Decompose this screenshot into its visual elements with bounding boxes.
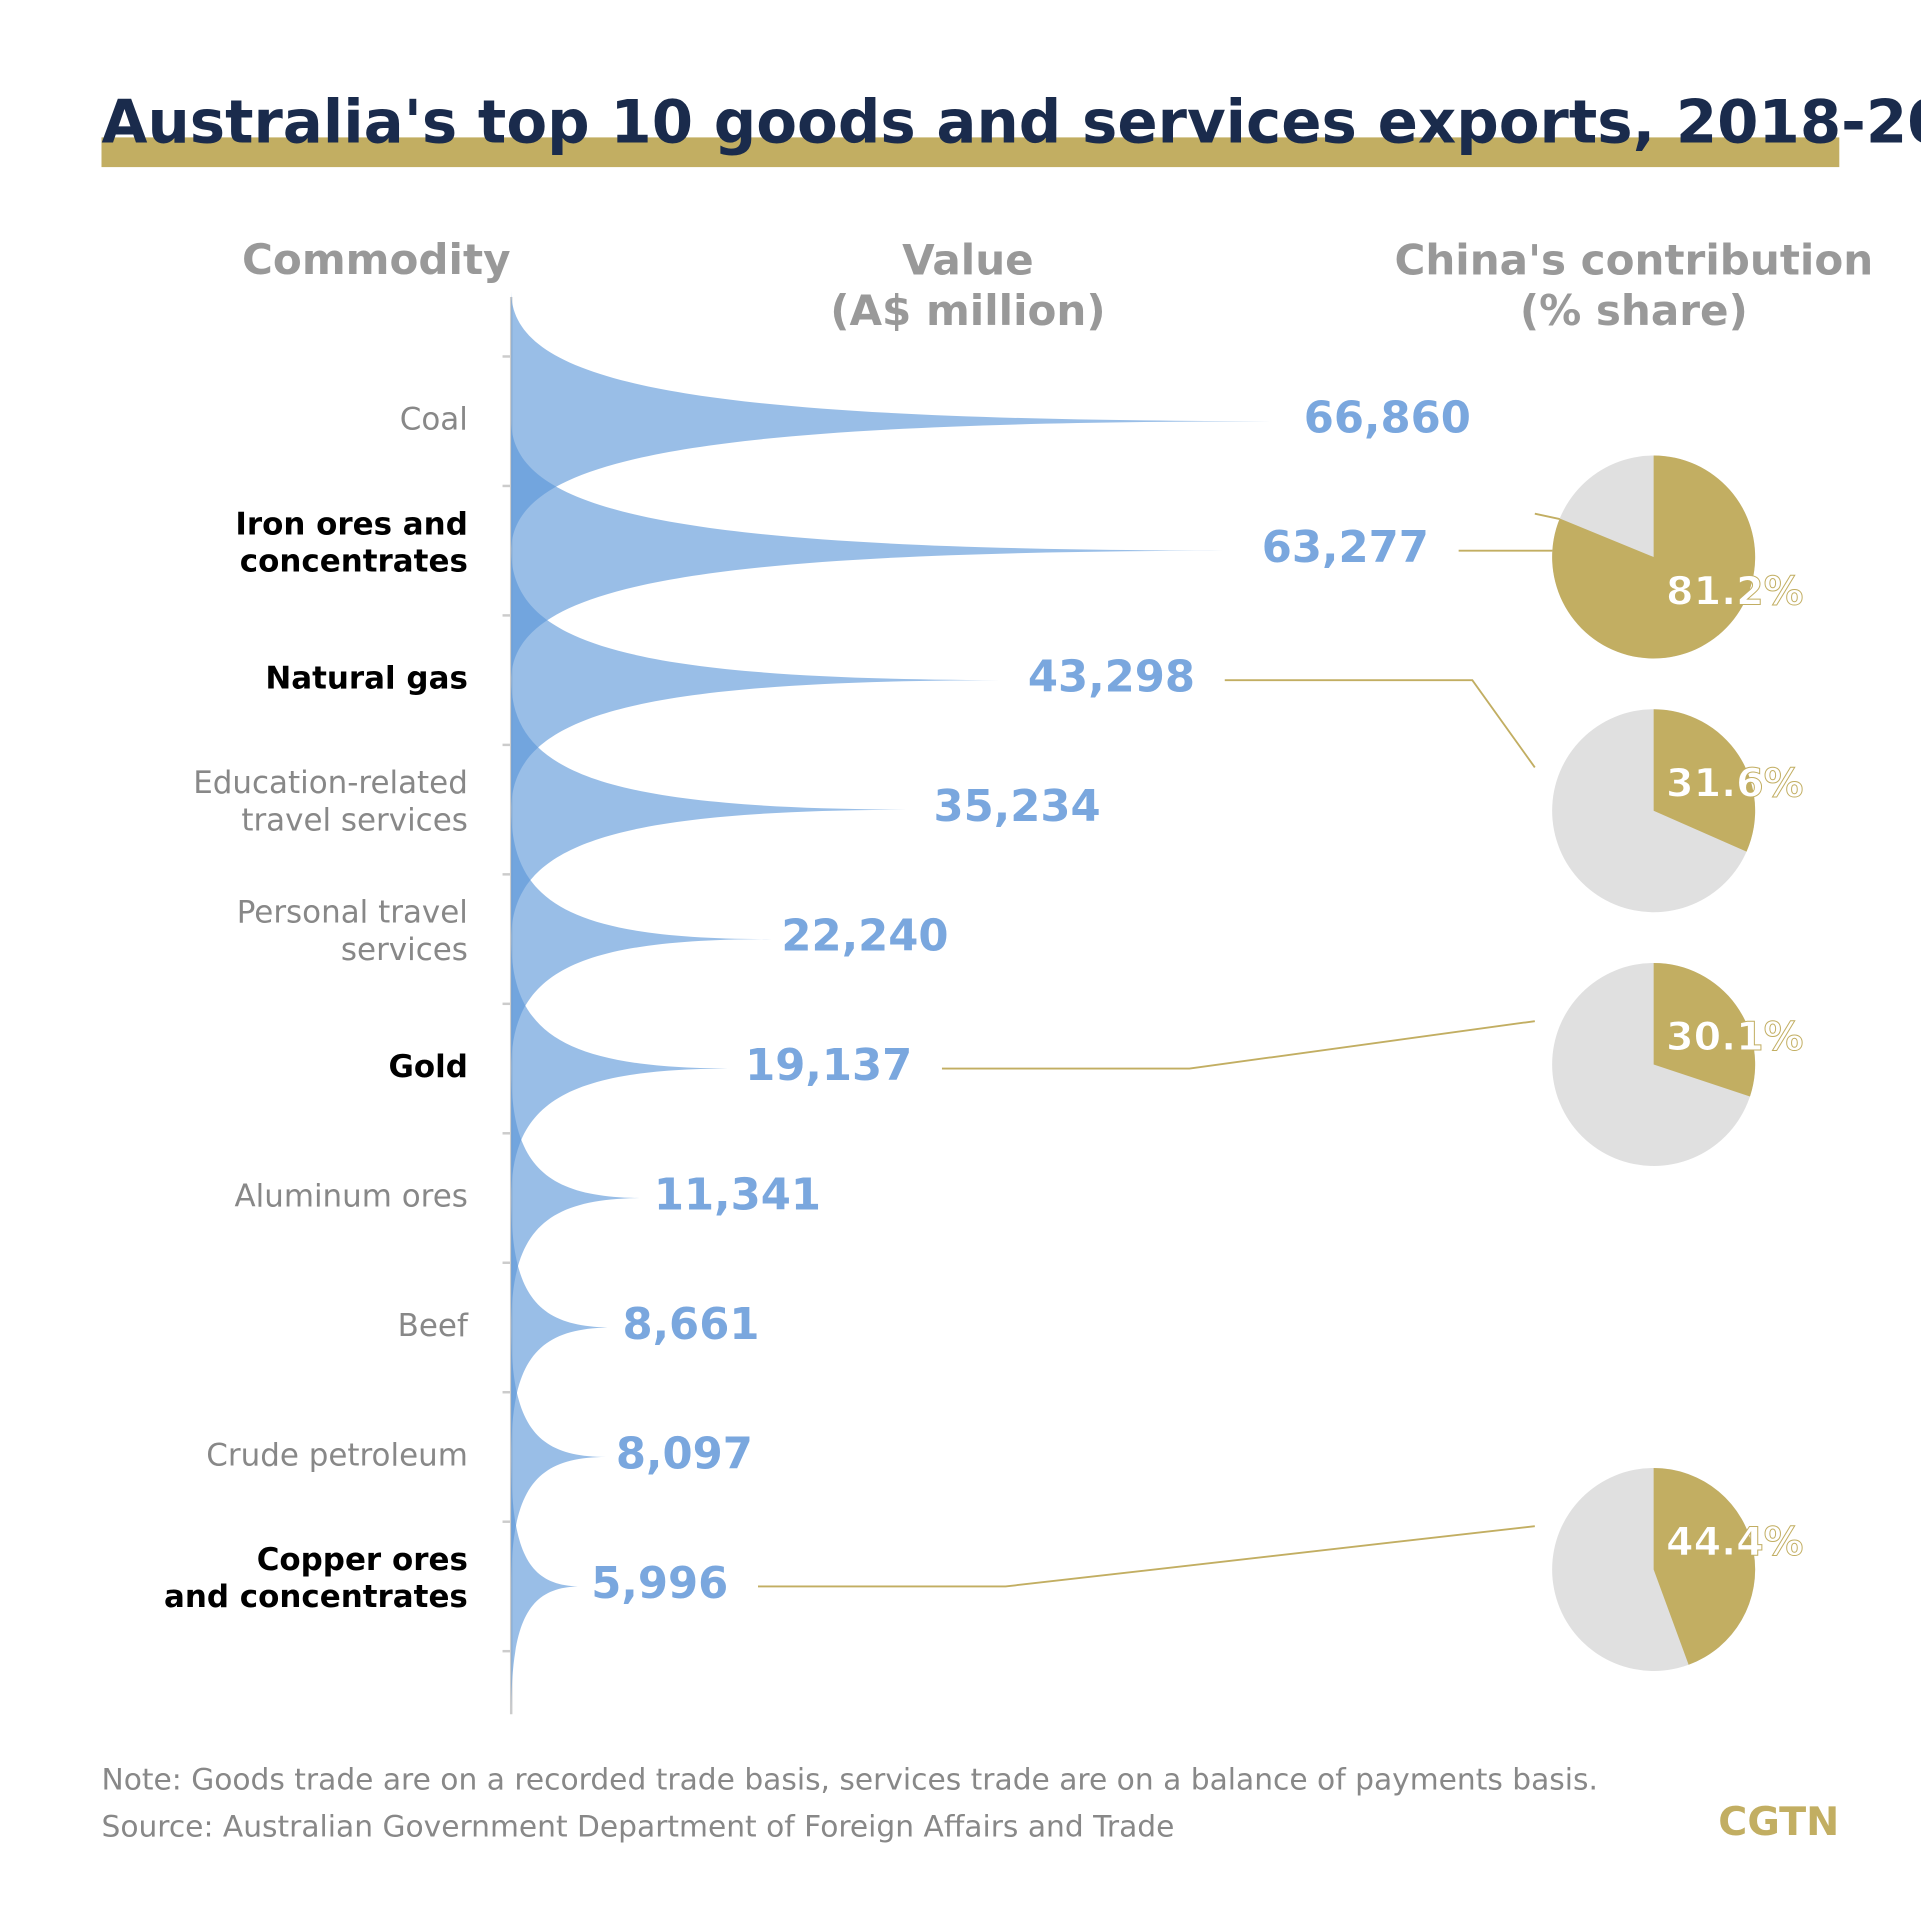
category-label: Iron ores and concentrates <box>235 506 468 579</box>
pie-slice <box>1653 962 1756 1097</box>
connector <box>1224 679 1536 768</box>
column-header: China's contribution (% share) <box>1394 235 1873 335</box>
spike <box>511 809 772 1070</box>
value-label: 11,341 <box>654 1171 821 1221</box>
connector <box>758 1525 1535 1588</box>
share-label: 81.2% <box>1666 569 1803 615</box>
category-label: Education-related travel services <box>193 765 468 838</box>
value-label: 8,661 <box>622 1300 759 1350</box>
category-label: Crude petroleum <box>206 1437 468 1473</box>
share-label: 30.1% <box>1666 1014 1803 1060</box>
value-label: 35,234 <box>934 782 1101 832</box>
value-label: 8,097 <box>616 1429 753 1479</box>
pie-slice <box>1653 709 1756 852</box>
category-label: Personal travel services <box>237 894 468 967</box>
share-label: 44.4% <box>1666 1519 1803 1565</box>
column-header: Value (A$ million) <box>830 235 1105 335</box>
value-label: 22,240 <box>781 912 948 962</box>
spike <box>511 1068 644 1328</box>
value-label: 43,298 <box>1028 653 1195 703</box>
pie-slice <box>1653 1467 1756 1665</box>
category-label: Copper ores and concentrates <box>164 1542 468 1615</box>
value-label: 19,137 <box>745 1041 912 1091</box>
spike <box>511 291 1294 552</box>
note: Note: Goods trade are on a recorded trad… <box>101 1763 1597 1798</box>
category-label: Aluminum ores <box>234 1179 467 1215</box>
category-label: Natural gas <box>265 661 468 697</box>
spike <box>511 1197 613 1458</box>
value-label: 5,996 <box>591 1559 728 1609</box>
spikes <box>511 291 1294 1717</box>
category-label: Coal <box>400 402 468 438</box>
chart-title: Australia's top 10 goods and services ex… <box>101 88 1921 157</box>
spike <box>511 420 1252 681</box>
title-underline <box>101 137 1840 168</box>
spike <box>511 550 1019 811</box>
category-label: Beef <box>398 1308 469 1344</box>
spike <box>511 938 736 1199</box>
spike <box>511 1456 582 1717</box>
share-label: 31.6% <box>1666 760 1803 806</box>
value-label: 66,860 <box>1304 394 1471 444</box>
source: Source: Australian Government Department… <box>101 1810 1174 1845</box>
category-label: Gold <box>388 1049 467 1085</box>
value-label: 63,277 <box>1262 523 1429 573</box>
spike <box>511 679 924 940</box>
column-header: Commodity <box>242 235 510 284</box>
spike <box>511 1327 606 1587</box>
pie-slice <box>1552 455 1756 659</box>
brand: CGTN <box>1718 1799 1839 1845</box>
axis-ticks <box>502 355 512 1653</box>
connector <box>941 1020 1535 1070</box>
